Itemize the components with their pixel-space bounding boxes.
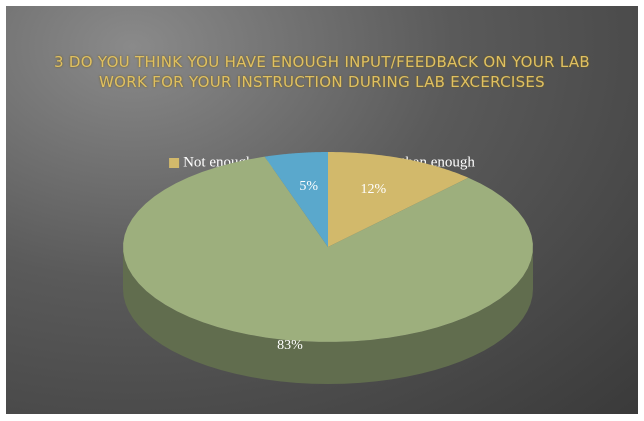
legend-swatch xyxy=(169,158,180,168)
pie-slice xyxy=(328,152,469,247)
data-label: 12% xyxy=(360,182,386,197)
data-label: 83% xyxy=(277,338,303,353)
pie-slice xyxy=(123,156,533,342)
pie-slice xyxy=(264,152,328,247)
chart-title: 3 DO YOU THINK YOU HAVE ENOUGH INPUT/FEE… xyxy=(53,53,590,91)
data-label: 5% xyxy=(299,179,318,194)
pie-side xyxy=(123,247,533,384)
